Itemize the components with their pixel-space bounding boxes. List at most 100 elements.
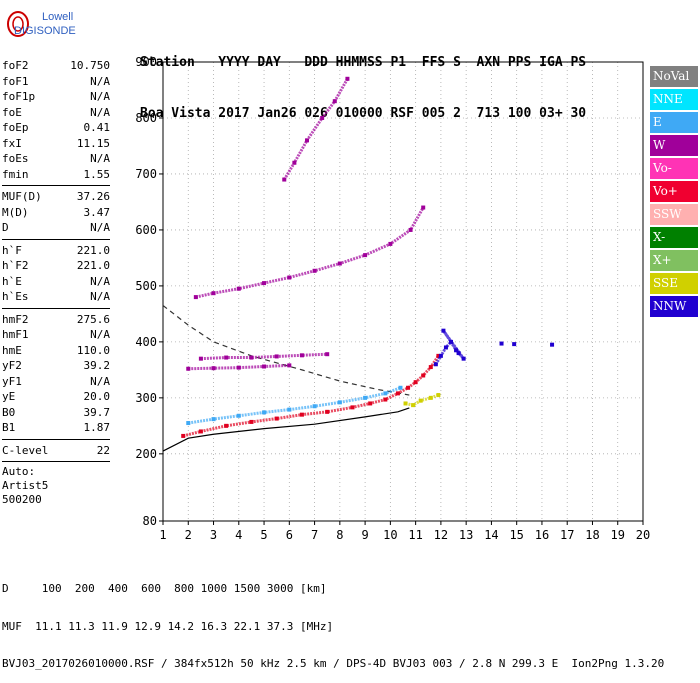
echo-trace [434, 329, 465, 366]
echo-point [249, 355, 254, 360]
x-tick-label: 20 [636, 528, 650, 542]
param-value: 37.26 [76, 190, 110, 203]
y-tick-label: 400 [135, 335, 157, 349]
param-value: 221.0 [76, 243, 110, 257]
legend: NoVal NNE E W Vo- Vo+ SSW X- X+ SSE NNW [650, 66, 698, 319]
param-row-hes: h`Es N/A [2, 289, 110, 305]
echo-trace [282, 78, 349, 181]
param-row-md: M(D) 3.47 [2, 205, 110, 221]
param-label: B1 [2, 421, 16, 434]
param-row-hmf2: hmF2 275.6 [2, 312, 110, 328]
param-row-fmin: fmin 1.55 [2, 167, 110, 183]
param-label: C-level [2, 443, 49, 457]
x-tick-label: 9 [361, 528, 368, 542]
param-value: 221.0 [76, 259, 110, 272]
echo-point [550, 342, 555, 347]
param-value: 11.15 [76, 136, 110, 150]
param-value: 0.41 [83, 121, 111, 134]
x-tick-label: 19 [611, 528, 625, 542]
param-label: M(D) [2, 205, 29, 219]
echo-point [224, 423, 229, 428]
param-value: 1.55 [83, 167, 111, 181]
auto-label: Auto: [2, 465, 36, 478]
param-row-hmf1: hmF1 N/A [2, 327, 110, 343]
x-tick-label: 11 [408, 528, 422, 542]
echo-point [287, 407, 292, 412]
legend-item-ssw: SSW [650, 204, 698, 225]
x-tick-label: 13 [459, 528, 473, 542]
param-label: foF2 [2, 59, 29, 72]
param-row-fof1: foF1 N/A [2, 74, 110, 90]
param-row-he: h`E N/A [2, 274, 110, 290]
param-label: yF1 [2, 374, 22, 388]
param-label: foE [2, 105, 22, 119]
param-label: fmin [2, 167, 29, 181]
param-row-foe: foE N/A [2, 105, 110, 121]
param-label: foEs [2, 152, 29, 165]
param-label: h`E [2, 274, 22, 288]
footer-distance-row: D 100 200 400 600 800 1000 1500 3000 [km… [2, 582, 327, 595]
footer-muf-row: MUF 11.1 11.3 11.9 12.9 14.2 16.3 22.1 3… [2, 619, 334, 633]
x-tick-label: 12 [434, 528, 448, 542]
param-value: 22 [96, 443, 110, 457]
x-tick-label: 1 [159, 528, 166, 542]
legend-item-sse: SSE [650, 273, 698, 294]
echo-point [398, 385, 403, 390]
y-tick-label: 500 [135, 279, 157, 293]
x-tick-label: 14 [484, 528, 498, 542]
param-row-hf: h`F 221.0 [2, 243, 110, 259]
legend-item-e: E [650, 112, 698, 133]
x-tick-label: 15 [509, 528, 523, 542]
param-value: N/A [90, 152, 110, 165]
param-row-fof1p: foF1p N/A [2, 89, 110, 105]
echo-point [274, 416, 279, 421]
logo-line1: Lowell [42, 11, 73, 23]
param-value: 39.2 [83, 359, 111, 372]
legend-item-w: W [650, 135, 698, 156]
param-row-clevel: C-level 22 [2, 443, 110, 459]
echo-trace [188, 363, 290, 371]
x-tick-label: 3 [210, 528, 217, 542]
legend-item-x: X- [650, 227, 698, 248]
density-profile-line [162, 407, 410, 452]
x-tick-label: 17 [560, 528, 574, 542]
echo-point [325, 409, 330, 414]
legend-item-nne: NNE [650, 89, 698, 110]
echo-trace [188, 386, 401, 425]
auto-code: 500200 [2, 493, 42, 506]
x-tick-label: 16 [535, 528, 549, 542]
y-tick-label: 700 [135, 167, 157, 181]
parameter-table: foF2 10.750 foF1 N/A foF1p N/A foE N/A foEp 0.41 f… [2, 58, 110, 507]
param-row-hf2: h`F2 221.0 [2, 258, 110, 274]
param-label: D [2, 221, 9, 234]
param-value: N/A [90, 105, 110, 119]
param-label: foF1 [2, 74, 29, 88]
model-curve-dashed [162, 305, 410, 396]
param-label: hmE [2, 343, 22, 357]
param-row-d: D N/A [2, 220, 110, 236]
param-value: 10.750 [70, 59, 110, 72]
param-row-yf1: yF1 N/A [2, 374, 110, 390]
legend-item-nnw: NNW [650, 296, 698, 317]
y-tick-label: 200 [135, 447, 157, 461]
param-value: N/A [90, 74, 110, 88]
echo-point [345, 76, 350, 81]
y-tick-label: 80 [143, 514, 157, 528]
param-value: 110.0 [76, 343, 110, 357]
param-value: 275.6 [76, 312, 110, 326]
param-label: B0 [2, 405, 16, 419]
param-label: hmF1 [2, 328, 29, 341]
param-value: N/A [90, 290, 110, 303]
param-row-foep: foEp 0.41 [2, 120, 110, 136]
auto-artist: Artist5 [2, 479, 49, 492]
y-tick-label: 900 [135, 55, 157, 69]
x-tick-label: 7 [311, 528, 318, 542]
param-label: fxI [2, 136, 22, 150]
y-tick-label: 600 [135, 223, 157, 237]
echo-trace [200, 352, 328, 361]
x-tick-label: 8 [336, 528, 343, 542]
echo-point [299, 353, 304, 358]
echo-point [287, 363, 292, 368]
x-tick-label: 2 [185, 528, 192, 542]
footer-file-info: BVJ03_2017026010000.RSF / 384fx512h 50 k… [2, 657, 665, 670]
